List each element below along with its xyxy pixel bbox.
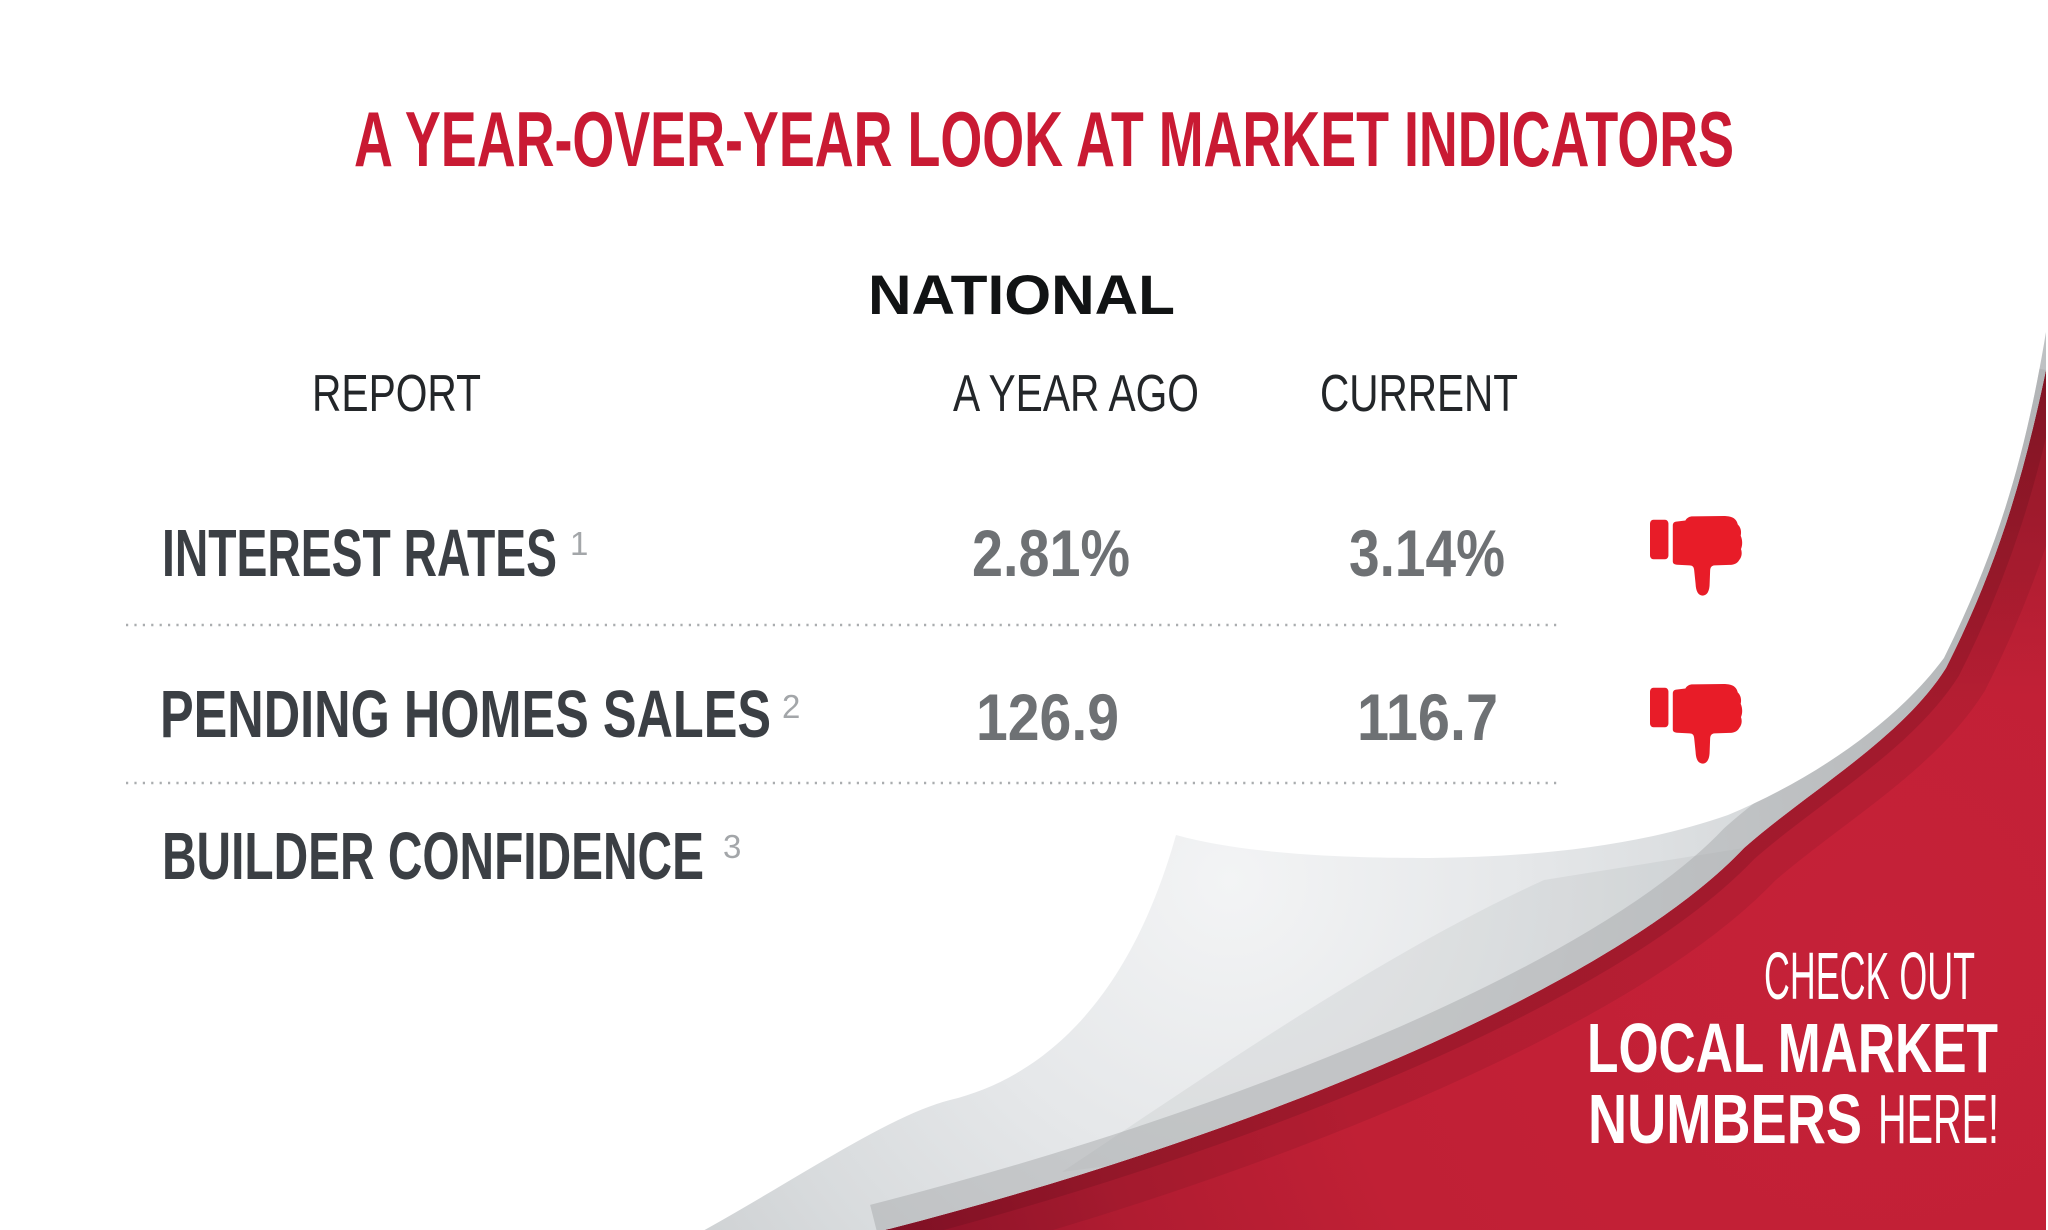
svg-text:2.81%: 2.81%: [972, 516, 1130, 590]
svg-text:126.9: 126.9: [976, 680, 1119, 754]
svg-text:CURRENT: CURRENT: [1320, 365, 1518, 423]
svg-text:HERE!: HERE!: [1878, 1080, 1999, 1158]
svg-text:3: 3: [723, 828, 741, 865]
svg-text:2: 2: [782, 688, 800, 725]
svg-text:INTEREST RATES: INTEREST RATES: [162, 516, 557, 591]
svg-text:116.7: 116.7: [1357, 680, 1498, 754]
svg-text:3.14%: 3.14%: [1349, 516, 1505, 590]
svg-text:1: 1: [570, 525, 588, 562]
svg-text:LOCAL MARKET: LOCAL MARKET: [1587, 1009, 1998, 1087]
svg-text:REPORT: REPORT: [312, 365, 481, 423]
svg-text:BUILDER CONFIDENCE: BUILDER CONFIDENCE: [162, 819, 704, 894]
svg-text:CHECK OUT: CHECK OUT: [1764, 939, 1975, 1014]
svg-text:NUMBERS: NUMBERS: [1588, 1080, 1862, 1158]
svg-text:A YEAR-OVER-YEAR LOOK AT MARKE: A YEAR-OVER-YEAR LOOK AT MARKET INDICATO…: [354, 95, 1734, 183]
svg-text:A YEAR AGO: A YEAR AGO: [953, 365, 1199, 423]
svg-text:NATIONAL: NATIONAL: [868, 263, 1175, 326]
svg-text:PENDING HOMES SALES: PENDING HOMES SALES: [160, 677, 771, 752]
